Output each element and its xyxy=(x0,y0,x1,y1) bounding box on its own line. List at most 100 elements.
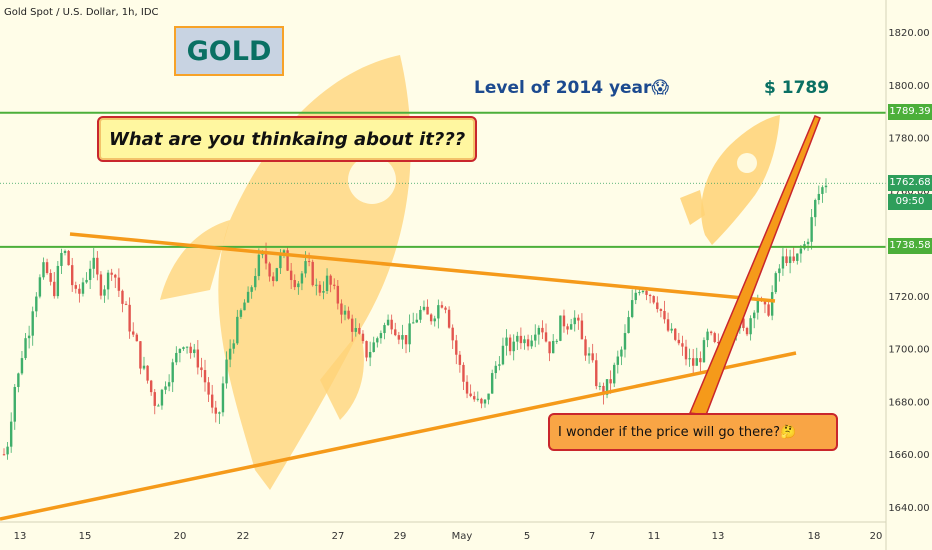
candle-body xyxy=(333,284,336,286)
candle-body xyxy=(106,272,110,290)
candle-body xyxy=(429,314,433,322)
candle-body xyxy=(426,306,429,315)
target-price-text: $ 1789 xyxy=(764,78,830,98)
candle-body xyxy=(350,318,354,332)
candle-body xyxy=(376,338,379,343)
candle-body xyxy=(541,327,544,333)
candle-body xyxy=(185,346,189,348)
candle-body xyxy=(512,341,515,352)
candle-body xyxy=(203,370,207,383)
candle-body xyxy=(806,241,810,245)
candle-body xyxy=(412,322,415,324)
candle-body xyxy=(293,280,296,288)
candle-body xyxy=(286,250,289,271)
candle-body xyxy=(189,346,192,354)
candle-body xyxy=(501,345,505,365)
candle-body xyxy=(42,262,45,278)
candle-body xyxy=(444,307,447,310)
candle-body xyxy=(207,382,210,395)
candle-body xyxy=(656,302,659,310)
y-tick-label: 1780.00 xyxy=(888,134,929,145)
candle-body xyxy=(702,340,706,363)
candle-body xyxy=(494,365,497,374)
y-tick-label: 1640.00 xyxy=(888,503,929,514)
candle-body xyxy=(99,274,103,296)
candle-body xyxy=(717,341,720,344)
candle-body xyxy=(325,275,329,292)
rocket-illustration xyxy=(160,55,780,490)
candle-body xyxy=(534,334,537,341)
candle-body xyxy=(648,294,652,297)
candle-body xyxy=(713,333,716,342)
big-rocket-fin-right xyxy=(320,330,364,420)
candle-body xyxy=(394,329,397,336)
candle-body xyxy=(419,309,422,320)
y-tick-label: 1680.00 xyxy=(888,397,929,408)
x-tick-label: 20 xyxy=(870,531,883,542)
candle-body xyxy=(437,305,440,319)
candle-body xyxy=(307,261,311,263)
candle-body xyxy=(397,335,401,340)
candle-body xyxy=(476,398,480,400)
candle-body xyxy=(236,316,239,344)
candle-body xyxy=(627,317,630,334)
candle-body xyxy=(17,373,20,388)
y-tick-label: 1760.00 xyxy=(888,186,929,197)
candle-body xyxy=(318,284,322,293)
candle-body xyxy=(124,303,128,305)
candle-body xyxy=(218,412,221,414)
price-tag-level-low: 1738.58 xyxy=(888,238,932,254)
candle-body xyxy=(13,387,16,422)
candle-body xyxy=(347,310,350,319)
candle-body xyxy=(745,327,749,335)
candle-body xyxy=(272,276,275,282)
symbol-header: Gold Spot / U.S. Dollar, 1h, IDC xyxy=(4,7,159,18)
candle-body xyxy=(275,268,279,282)
candle-body xyxy=(799,248,803,254)
candle-body xyxy=(781,256,785,269)
candle-body xyxy=(821,187,824,194)
price-tag-level-high: 1789.39 xyxy=(888,104,932,120)
candle-body xyxy=(358,327,361,334)
candle-body xyxy=(282,250,286,254)
candle-body xyxy=(264,252,268,264)
candle-body xyxy=(365,341,368,358)
candle-body xyxy=(279,253,282,269)
candle-body xyxy=(63,250,67,253)
candle-body xyxy=(343,310,347,315)
candle-body xyxy=(9,421,13,447)
candle-body xyxy=(767,304,770,316)
candle-body xyxy=(677,339,681,344)
candle-body xyxy=(139,341,142,369)
candle-body xyxy=(142,365,146,369)
candle-body xyxy=(591,353,594,361)
candle-body xyxy=(96,257,99,275)
candle-body xyxy=(196,349,200,368)
candle-body xyxy=(483,399,487,404)
gold-title-box: GOLD xyxy=(174,26,284,76)
candle-body xyxy=(340,303,343,315)
candle-body xyxy=(458,354,462,365)
candle-body xyxy=(756,298,759,313)
candle-body xyxy=(526,339,530,347)
candle-body xyxy=(53,281,56,297)
candle-body xyxy=(688,358,691,360)
candle-body xyxy=(257,254,261,277)
candle-body xyxy=(620,349,623,357)
candle-body xyxy=(103,289,106,296)
candle-body xyxy=(573,317,576,325)
x-tick-label: 5 xyxy=(524,531,530,542)
candle-body xyxy=(157,405,160,407)
candle-body xyxy=(814,199,817,218)
candle-body xyxy=(390,319,393,330)
candle-body xyxy=(214,407,217,414)
candle-body xyxy=(645,290,648,295)
candle-body xyxy=(792,256,795,261)
candle-body xyxy=(132,331,135,335)
candle-body xyxy=(110,272,113,275)
candle-body xyxy=(670,328,673,331)
candle-body xyxy=(469,393,472,397)
candle-body xyxy=(753,312,756,319)
